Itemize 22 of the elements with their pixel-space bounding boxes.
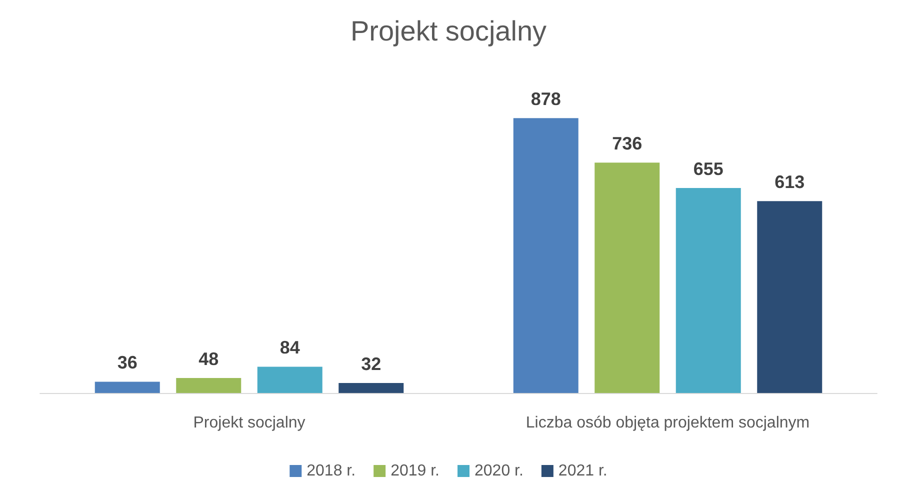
data-label: 84 bbox=[280, 338, 300, 358]
bar bbox=[176, 378, 242, 393]
data-label: 48 bbox=[198, 348, 219, 369]
x-tick-label: Liczba osób objęta projektem socjalnym bbox=[526, 414, 810, 432]
bar bbox=[676, 188, 741, 393]
legend-label: 2020 r. bbox=[474, 462, 524, 480]
bar bbox=[94, 382, 160, 393]
data-label: 32 bbox=[361, 354, 382, 374]
chart-title: Projekt socjalny bbox=[350, 16, 547, 46]
data-label: 36 bbox=[117, 352, 138, 373]
legend-label: 2021 r. bbox=[558, 462, 608, 480]
bar bbox=[757, 201, 822, 393]
data-label: 613 bbox=[774, 172, 805, 192]
data-label: 736 bbox=[612, 134, 642, 154]
legend-label: 2019 r. bbox=[390, 462, 440, 480]
bar bbox=[513, 118, 578, 393]
data-label: 878 bbox=[530, 89, 561, 110]
legend-label: 2018 r. bbox=[306, 462, 356, 480]
bar bbox=[594, 162, 660, 393]
bar bbox=[257, 366, 322, 393]
data-label: 655 bbox=[693, 158, 724, 179]
bar bbox=[338, 382, 404, 393]
